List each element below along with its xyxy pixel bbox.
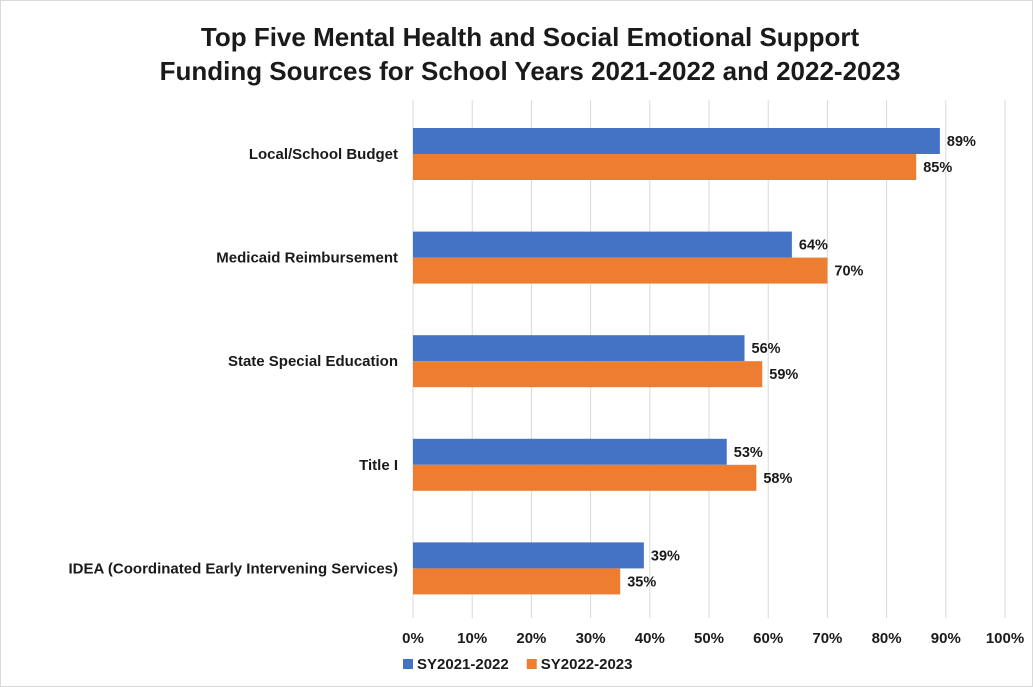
bar-sy2022-2023 — [413, 464, 757, 491]
category-label: IDEA (Coordinated Early Intervening Serv… — [68, 560, 398, 577]
bar-sy2022-2023 — [413, 257, 828, 284]
category-labels: Local/School Budget Medicaid Reimbursemen… — [68, 146, 398, 577]
category-label: Title I — [359, 457, 398, 474]
bar-sy2022-2023 — [413, 568, 621, 595]
category-label: Medicaid Reimbursement — [216, 250, 398, 267]
data-label: 85% — [923, 160, 952, 176]
legend: SY2021-2022 SY2022-2023 — [403, 656, 633, 673]
x-tick-label: 70% — [812, 630, 842, 647]
x-tick-label: 10% — [457, 630, 487, 647]
data-label: 58% — [763, 471, 792, 487]
data-label: 59% — [769, 367, 798, 383]
legend-label: SY2022-2023 — [541, 656, 633, 673]
bar-sy2021-2022 — [413, 231, 792, 258]
bar-sy2021-2022 — [413, 128, 940, 154]
bar-sy2021-2022 — [413, 542, 644, 569]
data-labels: 89% 85% 64% 70% 56% 59% 53%58% 39% 35% — [627, 134, 976, 590]
data-label: 56% — [752, 341, 781, 357]
x-tick-label: 50% — [694, 630, 724, 647]
legend-label: SY2021-2022 — [417, 656, 509, 673]
bars — [413, 128, 940, 595]
data-label: 53% — [734, 445, 763, 461]
x-tick-label: 0% — [402, 630, 424, 647]
chart-title-line-2: Funding Sources for School Years 2021-20… — [160, 56, 901, 86]
legend-swatch — [403, 659, 413, 669]
x-tick-label: 100% — [986, 630, 1024, 647]
legend-swatch — [526, 659, 537, 669]
chart-title: Top Five Mental Health and Social Emotio… — [160, 22, 901, 86]
chart-title-line-1: Top Five Mental Health and Social Emotio… — [201, 22, 860, 52]
x-tick-label: 80% — [872, 630, 902, 647]
x-tick-labels: 0% 10% 20% 30% 40% 50% 60% 70% 80% 90% 100% — [402, 630, 1024, 647]
bar-sy2022-2023 — [413, 154, 917, 180]
category-label: State Special Education — [228, 353, 398, 370]
x-tick-label: 30% — [576, 630, 606, 647]
x-tick-label: 20% — [516, 630, 546, 647]
data-label: 39% — [651, 548, 680, 564]
data-label: 89% — [947, 134, 976, 150]
data-label: 70% — [834, 264, 863, 280]
bar-sy2022-2023 — [413, 361, 763, 388]
category-label: Local/School Budget — [249, 146, 398, 163]
x-tick-label: 90% — [931, 630, 961, 647]
bar-sy2021-2022 — [413, 438, 727, 465]
bar-sy2021-2022 — [413, 335, 745, 362]
x-tick-label: 60% — [753, 630, 783, 647]
x-tick-label: 40% — [635, 630, 665, 647]
data-label: 64% — [799, 238, 828, 254]
data-label: 35% — [627, 574, 656, 590]
